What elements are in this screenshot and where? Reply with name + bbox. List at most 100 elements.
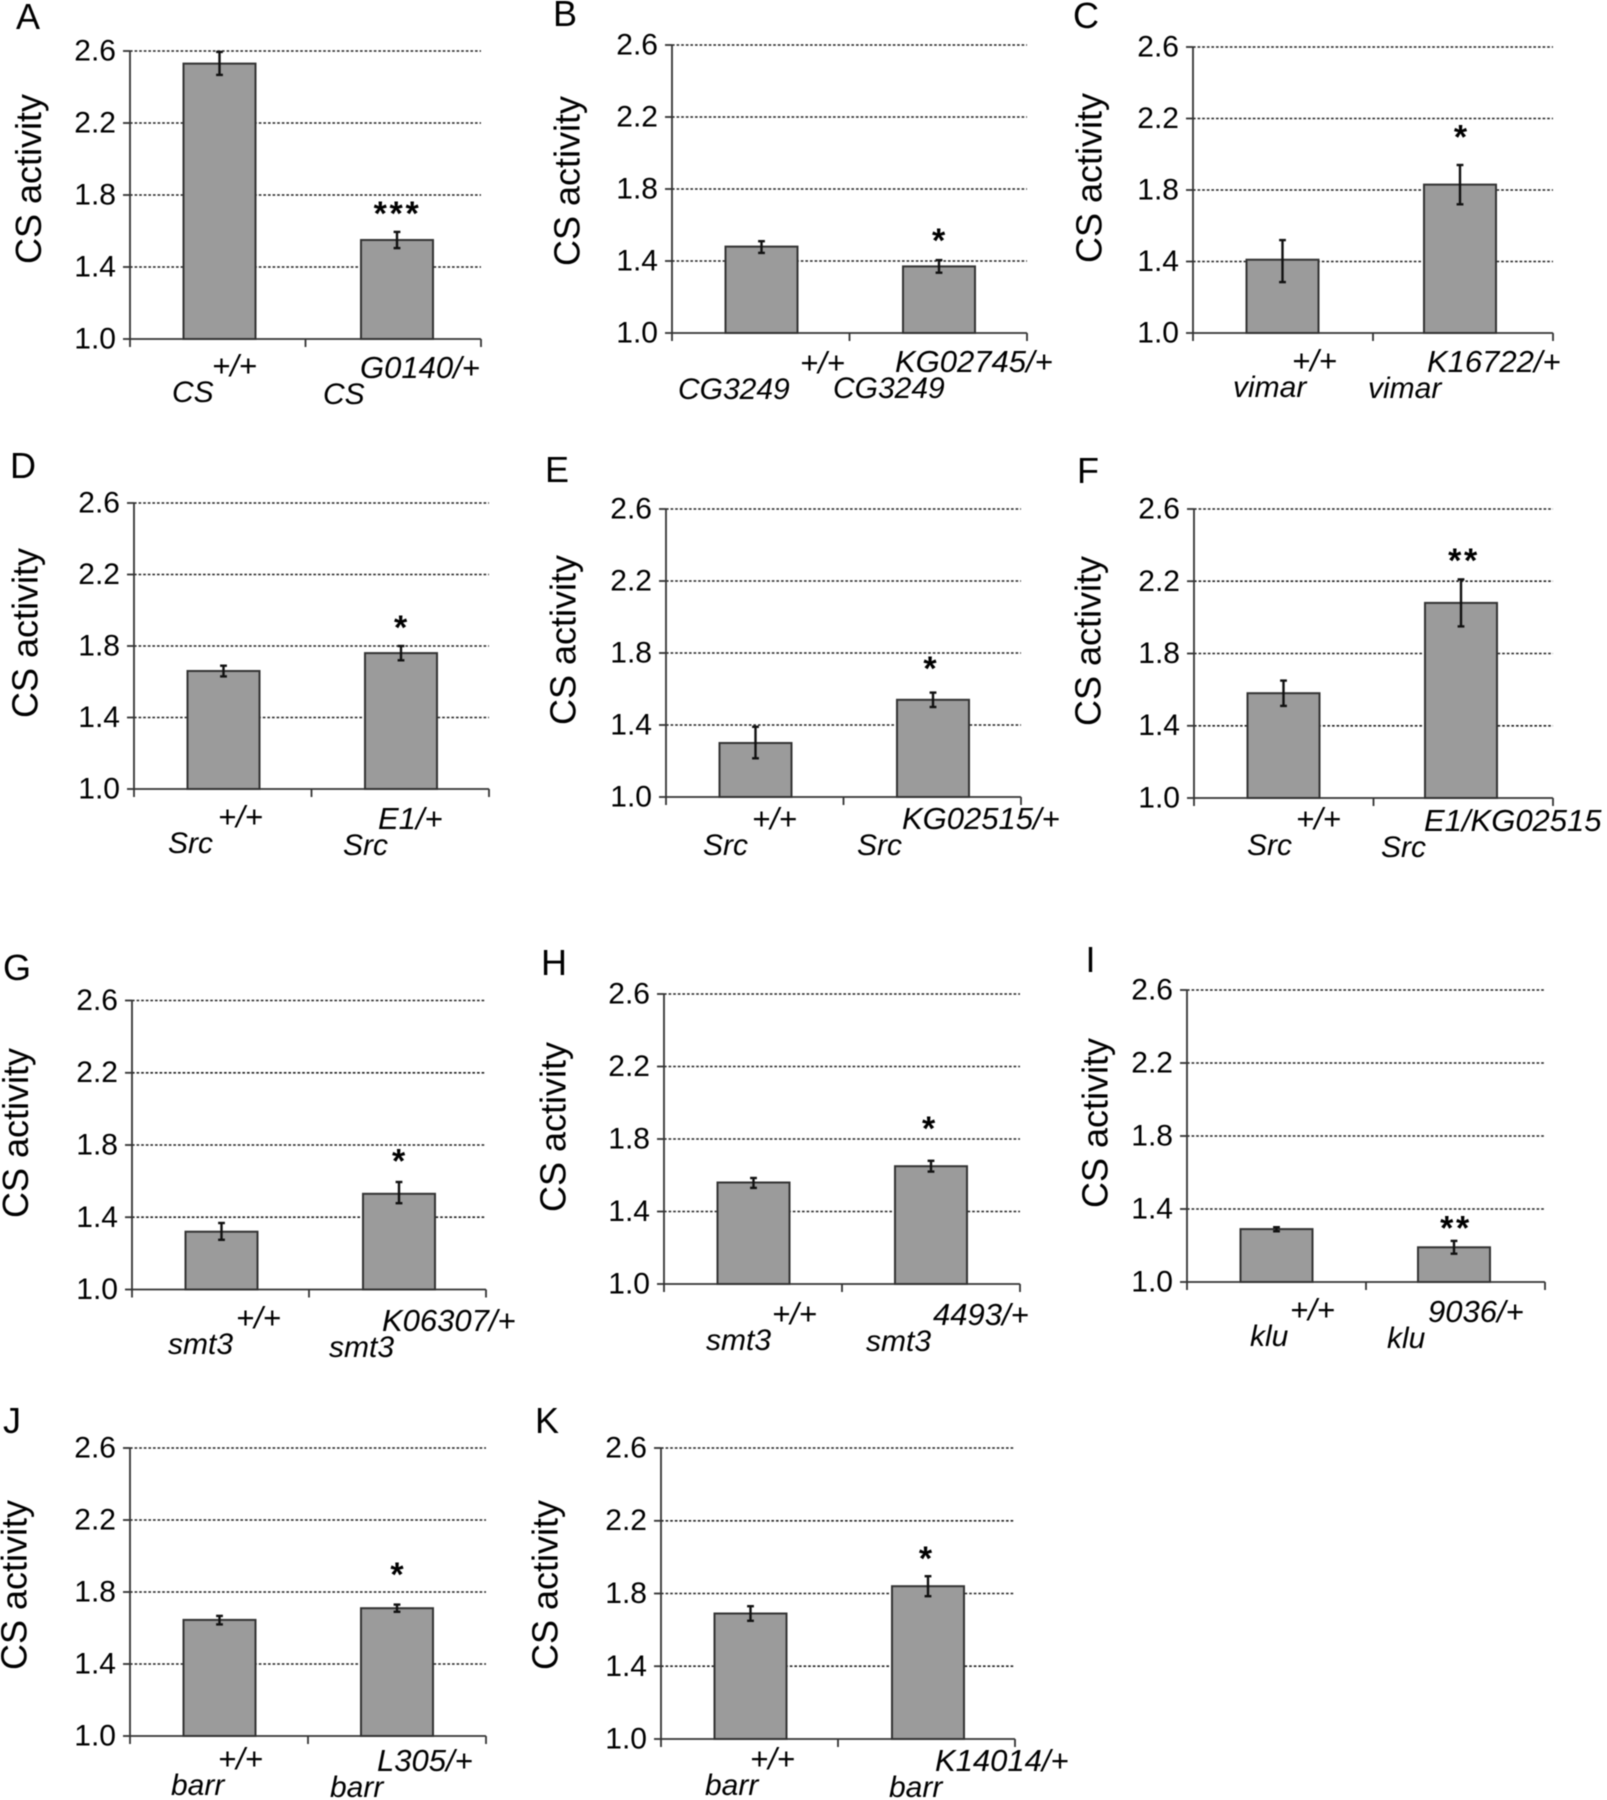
svg-text:smt3: smt3 [329, 1331, 394, 1364]
svg-text:1.8: 1.8 [616, 173, 658, 206]
svg-text:1.0: 1.0 [605, 1723, 647, 1756]
svg-text:*: * [390, 1556, 406, 1594]
svg-text:1.4: 1.4 [605, 1650, 647, 1683]
svg-text:1.4: 1.4 [76, 1201, 118, 1234]
svg-text:H: H [541, 942, 567, 983]
svg-text:1.0: 1.0 [1131, 1266, 1173, 1299]
svg-text:KG02515/+: KG02515/+ [902, 801, 1060, 836]
svg-text:klu: klu [1250, 1320, 1289, 1353]
svg-text:1.8: 1.8 [1137, 174, 1179, 207]
svg-text:CG3249: CG3249 [833, 372, 945, 405]
svg-text:2.2: 2.2 [78, 558, 120, 591]
svg-text:*: * [392, 1143, 408, 1181]
svg-text:+/+: +/+ [1292, 343, 1337, 378]
svg-text:2.2: 2.2 [1131, 1047, 1173, 1080]
svg-text:2.2: 2.2 [605, 1504, 647, 1537]
svg-text:2.6: 2.6 [1137, 31, 1179, 64]
svg-text:2.2: 2.2 [74, 107, 116, 140]
svg-text:1.4: 1.4 [74, 1648, 116, 1681]
svg-text:CS activity: CS activity [1068, 556, 1109, 726]
svg-text:2.6: 2.6 [74, 35, 116, 68]
svg-text:1.0: 1.0 [74, 323, 116, 356]
svg-text:**: ** [1440, 1209, 1472, 1247]
svg-text:CS activity: CS activity [1075, 1038, 1116, 1208]
svg-text:1.8: 1.8 [1138, 637, 1180, 670]
svg-text:2.6: 2.6 [616, 29, 658, 62]
svg-text:1.8: 1.8 [608, 1123, 650, 1156]
svg-text:1.8: 1.8 [610, 637, 652, 670]
svg-text:2.6: 2.6 [78, 487, 120, 520]
svg-text:1.0: 1.0 [1137, 317, 1179, 350]
svg-text:CS activity: CS activity [0, 1500, 35, 1670]
svg-text:K14014/+: K14014/+ [935, 1743, 1069, 1778]
svg-text:1.8: 1.8 [1131, 1120, 1173, 1153]
svg-text:1.4: 1.4 [1138, 709, 1180, 742]
svg-text:barr: barr [889, 1771, 943, 1800]
svg-text:E1/KG02515: E1/KG02515 [1424, 803, 1602, 838]
svg-text:4493/+: 4493/+ [933, 1297, 1029, 1332]
svg-text:E: E [545, 449, 569, 490]
svg-text:*: * [1454, 119, 1470, 157]
svg-text:Src: Src [168, 827, 213, 860]
svg-text:F: F [1077, 450, 1099, 491]
svg-text:*: * [394, 609, 410, 647]
svg-text:2.6: 2.6 [74, 1432, 116, 1465]
svg-text:2.2: 2.2 [1137, 102, 1179, 135]
svg-text:CS activity: CS activity [543, 555, 584, 725]
svg-text:+/+: +/+ [800, 345, 845, 380]
svg-text:+/+: +/+ [750, 1741, 795, 1776]
svg-text:2.2: 2.2 [608, 1050, 650, 1083]
svg-text:B: B [553, 0, 577, 34]
svg-text:CG3249: CG3249 [678, 373, 790, 406]
svg-text:*: * [919, 1540, 935, 1578]
svg-text:+/+: +/+ [218, 1741, 263, 1776]
svg-text:smt3: smt3 [706, 1324, 771, 1357]
svg-text:K06307/+: K06307/+ [382, 1303, 516, 1338]
svg-text:2.6: 2.6 [76, 984, 118, 1017]
svg-text:2.6: 2.6 [610, 493, 652, 526]
svg-text:G: G [3, 947, 31, 988]
svg-text:+/+: +/+ [772, 1296, 817, 1331]
svg-text:KG02745/+: KG02745/+ [895, 344, 1053, 379]
svg-text:1.4: 1.4 [78, 701, 120, 734]
svg-text:barr: barr [330, 1771, 384, 1800]
svg-text:CS activity: CS activity [8, 94, 49, 264]
svg-text:+/+: +/+ [1290, 1292, 1335, 1327]
svg-text:CS activity: CS activity [525, 1500, 566, 1670]
svg-text:1.0: 1.0 [78, 773, 120, 806]
svg-text:L305/+: L305/+ [377, 1743, 473, 1778]
svg-text:*: * [922, 1110, 938, 1148]
svg-text:Src: Src [1381, 831, 1426, 864]
svg-text:C: C [1073, 0, 1099, 36]
svg-text:1.4: 1.4 [608, 1195, 650, 1228]
svg-text:Src: Src [703, 829, 748, 862]
svg-text:G0140/+: G0140/+ [360, 350, 480, 385]
svg-text:1.4: 1.4 [1137, 245, 1179, 278]
svg-text:smt3: smt3 [168, 1328, 233, 1361]
svg-text:*: * [932, 222, 948, 260]
svg-text:**: ** [1448, 542, 1480, 580]
svg-text:***: *** [374, 195, 422, 233]
svg-text:2.2: 2.2 [74, 1504, 116, 1537]
svg-text:smt3: smt3 [866, 1325, 931, 1358]
svg-text:1.8: 1.8 [74, 179, 116, 212]
svg-text:9036/+: 9036/+ [1428, 1294, 1524, 1329]
svg-text:+/+: +/+ [236, 1300, 281, 1335]
svg-text:vimar: vimar [1233, 371, 1307, 404]
svg-text:1.4: 1.4 [74, 251, 116, 284]
svg-text:1.8: 1.8 [76, 1129, 118, 1162]
svg-text:CS activity: CS activity [533, 1042, 574, 1212]
svg-text:vimar: vimar [1368, 372, 1442, 405]
svg-text:barr: barr [705, 1769, 759, 1800]
svg-text:Src: Src [1247, 829, 1292, 862]
svg-text:1.8: 1.8 [605, 1577, 647, 1610]
svg-text:1.8: 1.8 [74, 1576, 116, 1609]
svg-text:2.6: 2.6 [605, 1432, 647, 1465]
svg-text:K16722/+: K16722/+ [1427, 344, 1561, 379]
svg-text:1.0: 1.0 [610, 781, 652, 814]
svg-text:CS activity: CS activity [0, 1048, 36, 1218]
svg-text:A: A [16, 0, 40, 37]
svg-text:2.6: 2.6 [608, 978, 650, 1011]
svg-text:E1/+: E1/+ [378, 801, 443, 836]
svg-text:1.0: 1.0 [74, 1720, 116, 1753]
